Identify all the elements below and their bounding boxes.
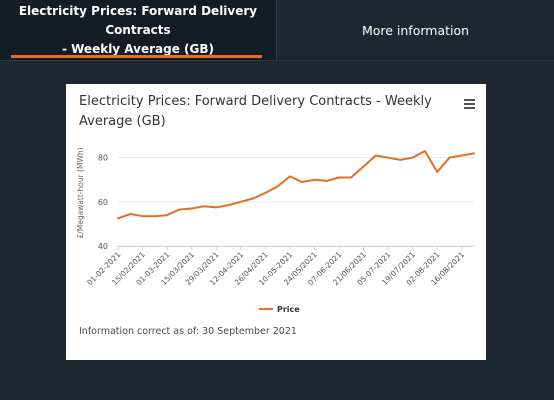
data-point — [325, 180, 327, 182]
data-point — [424, 150, 426, 152]
data-point — [215, 206, 217, 208]
data-point — [411, 156, 413, 158]
tab-label-line-2: - Weekly Average (GB) — [61, 41, 215, 56]
legend-label: Price — [277, 305, 300, 314]
data-point — [240, 201, 242, 203]
tab-label: More information — [361, 22, 470, 38]
data-point — [178, 208, 180, 210]
data-point — [227, 204, 229, 206]
hamburger-menu-icon[interactable] — [464, 99, 475, 109]
tab-electricity-prices[interactable]: Electricity Prices: Forward Delivery Con… — [0, 0, 276, 60]
series-layer — [117, 150, 475, 220]
legend[interactable]: Price — [259, 305, 300, 314]
data-point — [117, 217, 119, 219]
data-point — [313, 179, 315, 181]
y-tick-label: 60 — [98, 198, 108, 207]
chart-title: Electricity Prices: Forward Delivery Con… — [79, 94, 432, 129]
information-date-note: Information correct as of: 30 September … — [79, 326, 297, 337]
data-point — [276, 185, 278, 187]
data-point — [436, 171, 438, 173]
data-point — [129, 213, 131, 215]
y-tick-label: 80 — [98, 154, 108, 163]
data-point — [252, 197, 254, 199]
tab-more-information[interactable]: More information — [277, 0, 554, 60]
data-point — [448, 156, 450, 158]
data-point — [338, 176, 340, 178]
y-tick-label: 40 — [98, 242, 108, 251]
chart-card: 40 60 80 £/Megawatt-hour (MWh) 01-02-2021 15/… — [66, 84, 486, 360]
y-axis-label: £/Megawatt-hour (MWh) — [76, 147, 85, 238]
data-point — [375, 154, 377, 156]
data-point — [362, 165, 364, 167]
data-point — [289, 175, 291, 177]
data-point — [166, 214, 168, 216]
tab-bar: Electricity Prices: Forward Delivery Con… — [0, 0, 554, 61]
active-tab-indicator — [11, 55, 262, 58]
data-point — [350, 176, 352, 178]
data-point — [399, 159, 401, 161]
data-point — [473, 152, 475, 154]
data-point — [461, 154, 463, 156]
tab-divider — [276, 0, 277, 60]
data-point — [301, 181, 303, 183]
series-line-price — [117, 150, 475, 220]
grid-layer — [118, 157, 474, 247]
data-point — [154, 215, 156, 217]
data-point — [387, 156, 389, 158]
data-point — [203, 205, 205, 207]
data-point — [190, 207, 192, 209]
tab-label-line-1: Electricity Prices: Forward Delivery Con… — [18, 3, 258, 37]
data-point — [264, 192, 266, 194]
data-point — [141, 215, 143, 217]
